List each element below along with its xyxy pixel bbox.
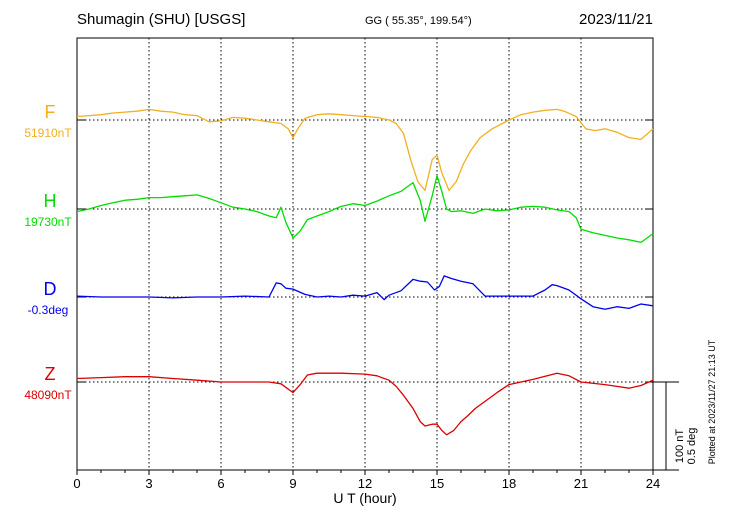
- series-line-h: [76, 174, 654, 244]
- series-name-h: H: [44, 191, 57, 211]
- x-tick-label: 3: [145, 476, 152, 491]
- scale-bar: 100 nT 0.5 deg: [653, 381, 698, 471]
- series-baseline-z: 48090nT: [24, 388, 72, 402]
- x-axis-label: U T (hour): [333, 490, 396, 506]
- series-layer: F 51910nT H 19730nT D -0.3deg Z 48090nT: [24, 102, 654, 436]
- x-tick-label: 21: [574, 476, 588, 491]
- series-baseline-d: -0.3deg: [28, 303, 69, 317]
- chart-date: 2023/11/21: [579, 11, 653, 28]
- x-tick-label: 18: [502, 476, 516, 491]
- scale-label-deg: 0.5 deg: [686, 428, 698, 465]
- series-baseline-h: 19730nT: [24, 215, 72, 229]
- series-name-f: F: [45, 102, 56, 122]
- plotted-note: Plotted at 2023/11/27 21:13 UT: [707, 339, 717, 464]
- x-axis-ticks: 0 3 6 9 12 15 18 21 24: [73, 119, 660, 491]
- series-line-z: [76, 372, 654, 436]
- x-tick-label: 0: [73, 476, 80, 491]
- series-baseline-f: 51910nT: [24, 126, 72, 140]
- scale-label-nt: 100 nT: [674, 429, 686, 464]
- x-tick-label: 12: [358, 476, 372, 491]
- series-name-d: D: [44, 279, 57, 299]
- x-tick-label: 15: [430, 476, 444, 491]
- series-line-f: [76, 108, 654, 192]
- x-tick-label: 9: [289, 476, 296, 491]
- series-line-d: [76, 275, 654, 310]
- x-tick-label: 6: [217, 476, 224, 491]
- station-title: Shumagin (SHU) [USGS]: [77, 11, 245, 28]
- grid-lines: [77, 38, 653, 470]
- series-name-z: Z: [45, 364, 56, 384]
- x-tick-label: 24: [646, 476, 660, 491]
- station-coords: GG ( 55.35°, 199.54°): [365, 15, 472, 27]
